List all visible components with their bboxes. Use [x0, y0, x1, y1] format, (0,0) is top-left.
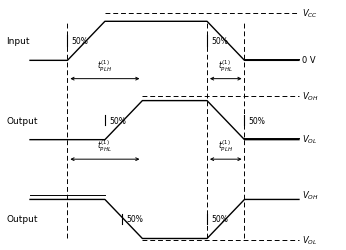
Text: 50%: 50%	[211, 37, 228, 46]
Text: $t_{PHL}^{(1)}$: $t_{PHL}^{(1)}$	[218, 58, 233, 73]
Text: $V_{CC}$: $V_{CC}$	[302, 8, 318, 20]
Text: $t_{PLH}^{(1)}$: $t_{PLH}^{(1)}$	[97, 58, 112, 73]
Text: $V_{OL}$: $V_{OL}$	[302, 234, 318, 246]
Text: 50%: 50%	[72, 37, 89, 46]
Text: Input: Input	[6, 37, 30, 46]
Text: $V_{OH}$: $V_{OH}$	[302, 90, 319, 102]
Text: Output: Output	[6, 116, 38, 125]
Text: 50%: 50%	[109, 116, 126, 125]
Text: $t_{PLH}^{(1)}$: $t_{PLH}^{(1)}$	[218, 138, 233, 154]
Text: $t_{PHL}^{(1)}$: $t_{PHL}^{(1)}$	[98, 138, 112, 154]
Text: 50%: 50%	[211, 214, 228, 224]
Text: $V_{OL}$: $V_{OL}$	[302, 133, 318, 145]
Text: 50%: 50%	[126, 214, 143, 224]
Text: 0 V: 0 V	[302, 56, 316, 64]
Text: 50%: 50%	[248, 116, 265, 125]
Text: $V_{OH}$: $V_{OH}$	[302, 188, 319, 201]
Text: Output: Output	[6, 214, 38, 224]
